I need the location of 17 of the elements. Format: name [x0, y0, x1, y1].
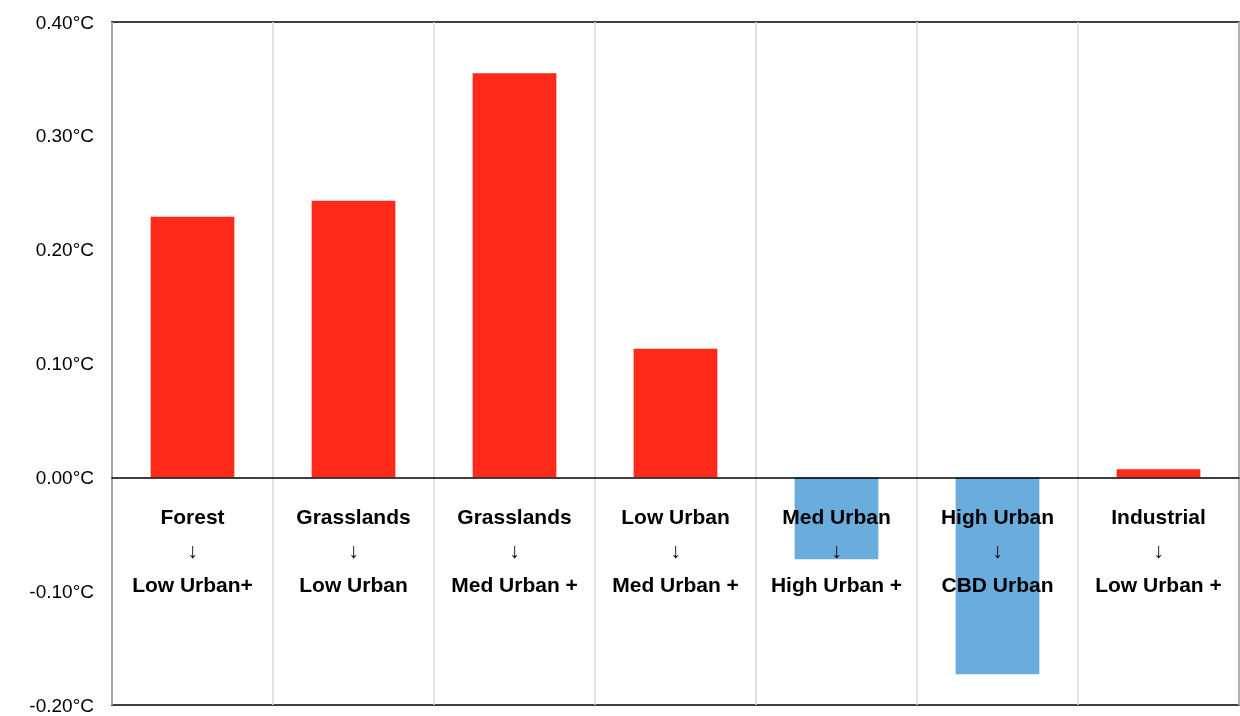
y-tick-label: 0.30°C: [35, 125, 94, 147]
y-tick-label: -0.20°C: [29, 694, 94, 716]
y-tick-label: 0.10°C: [35, 353, 94, 374]
y-tick-label: 0.40°C: [35, 11, 94, 33]
x-tick-label: Industrial ↓ Low Urban +: [1095, 504, 1222, 596]
bar: [311, 200, 396, 478]
x-tick-label: Grasslands ↓ Med Urban +: [451, 504, 578, 596]
bar: [633, 348, 718, 478]
bar: [1116, 469, 1201, 478]
x-tick-label: Grasslands ↓ Low Urban: [296, 504, 411, 596]
bar: [472, 73, 557, 478]
bar: [150, 216, 235, 478]
x-tick-label: Low Urban ↓ Med Urban +: [612, 504, 739, 596]
y-tick-label: -0.10°C: [29, 580, 94, 602]
y-tick-label: 0.20°C: [35, 239, 94, 261]
x-tick-label: Forest ↓ Low Urban+: [132, 504, 253, 596]
y-tick-label: 0.00°C: [35, 466, 94, 488]
